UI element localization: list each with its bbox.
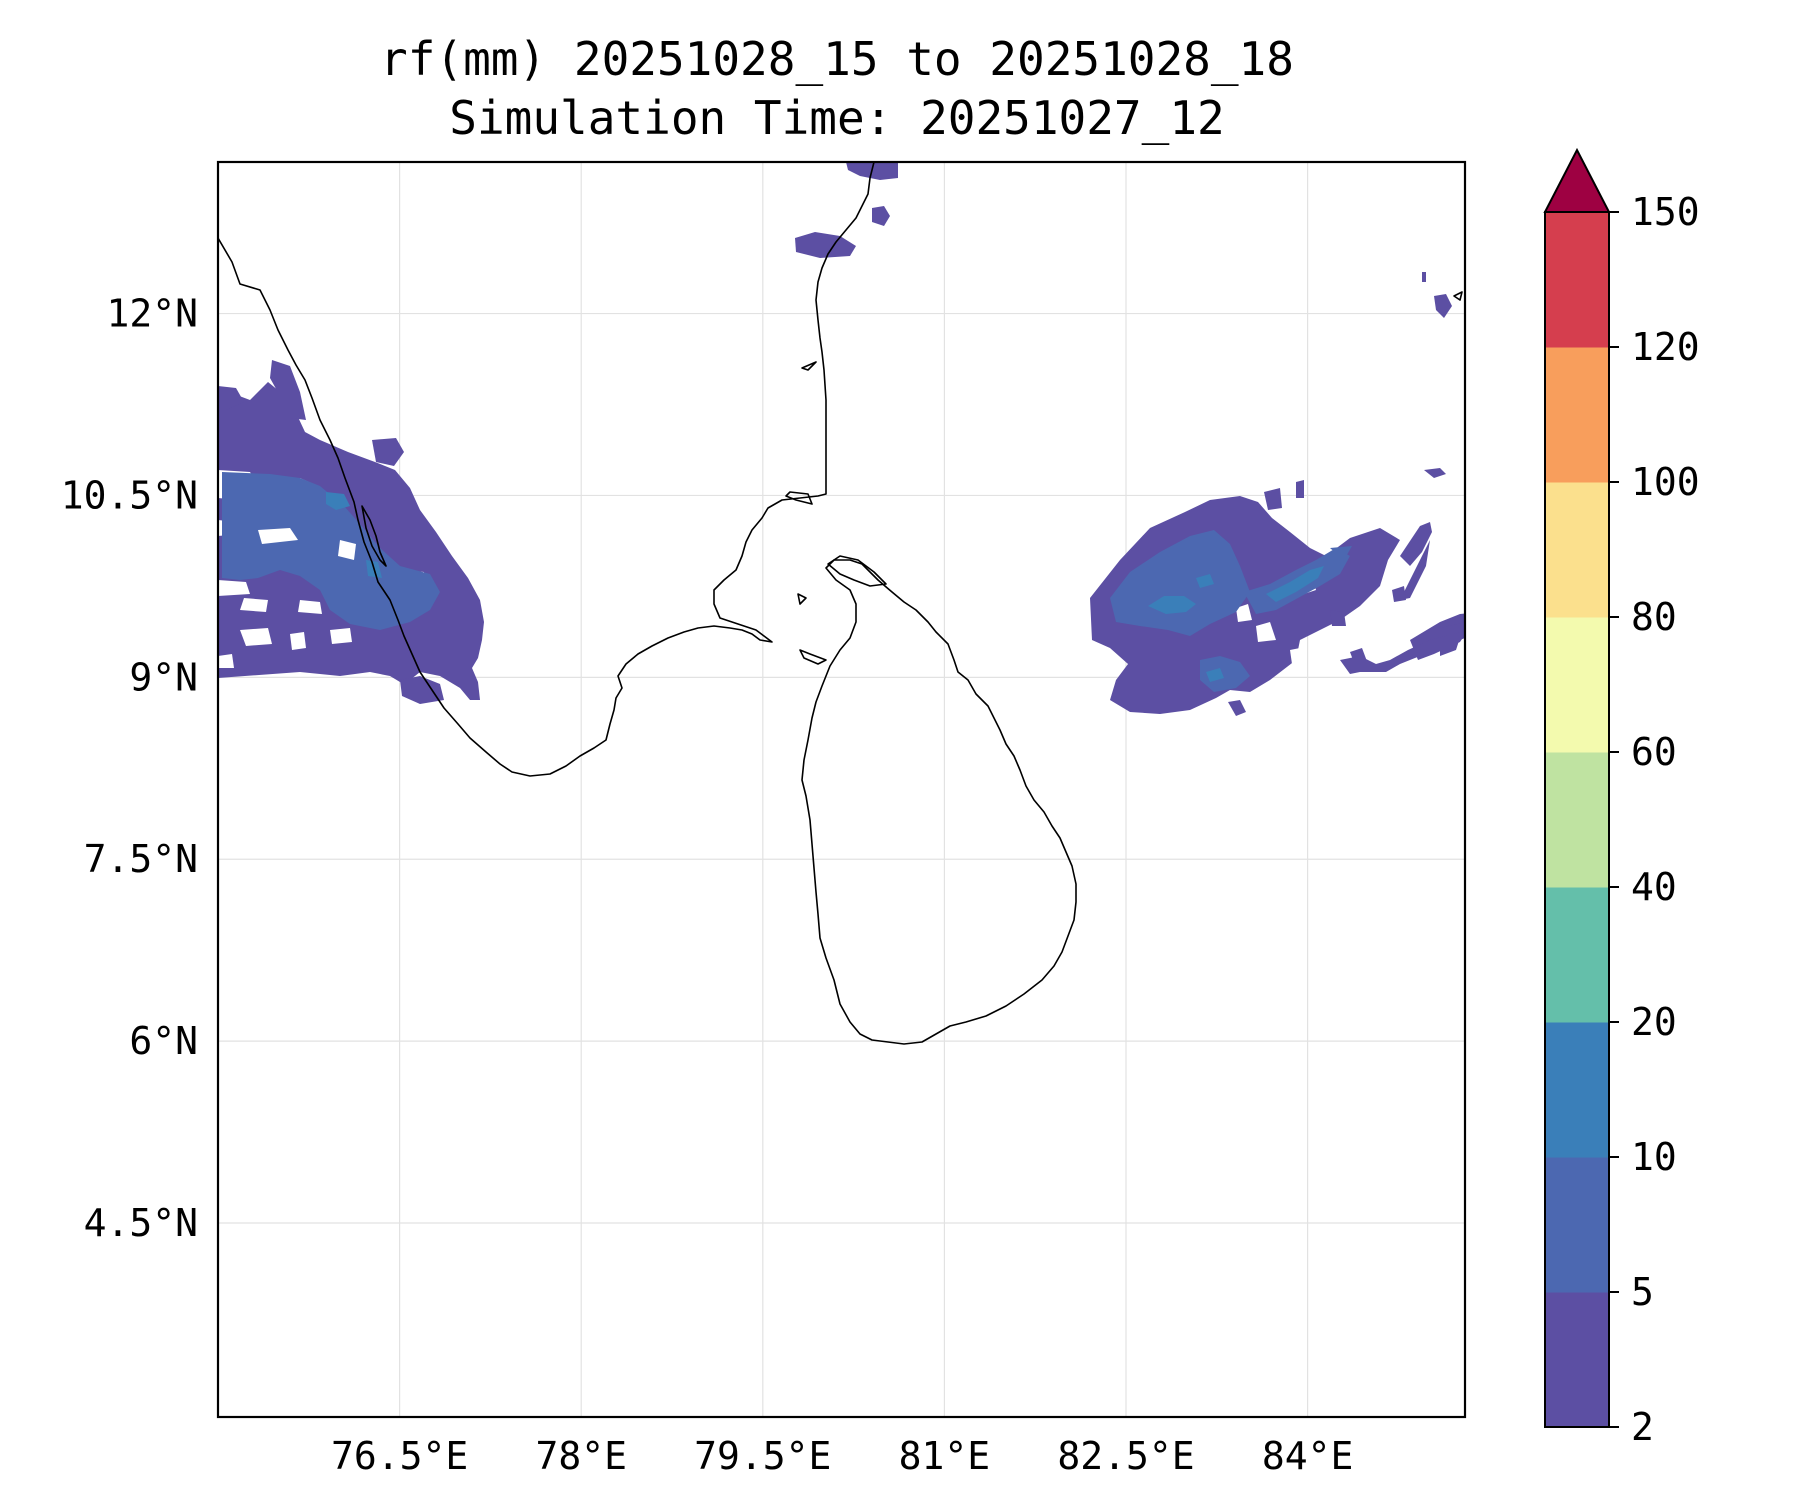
rain-area-bay-of-bengal [1090,272,1465,716]
lon-tick-label: 79.5°E [694,1434,831,1478]
coastlines [218,162,1463,1045]
colorbar-tick-label: 80 [1631,595,1677,639]
coastline-jaffna [827,555,887,587]
colorbar-tick-label: 5 [1631,1270,1654,1314]
rain-area-north [795,162,898,258]
map-panel: 76.5°E 78°E 79.5°E 81°E 82.5°E 84°E 12°N 10.5°… [61,160,1467,1478]
kerala-backwater [361,505,387,567]
colorbar-tick-label: 40 [1631,865,1677,909]
lat-tick-label: 9°N [129,655,198,699]
lon-tick-label: 82.5°E [1057,1434,1194,1478]
map-frame [216,160,1467,1419]
lon-tick-label: 78°E [535,1434,627,1478]
rainfall-layer [218,162,1465,716]
colorbar-extend-arrow [1543,147,1611,213]
colorbar-tick-label: 20 [1631,1000,1677,1044]
colorbar: 2 5 10 20 40 60 80 100 120 150 [1543,147,1700,1449]
colorbar-segment [1545,752,1609,888]
colorbar-segment [1545,887,1609,1023]
lat-tick-label: 7.5°N [84,837,198,881]
coastline-india-inlet [785,491,813,505]
coastline-india-bay [1453,291,1463,301]
colorbar-tick-labels: 2 5 10 20 40 60 80 100 120 150 [1609,190,1700,1449]
colorbar-segment [1545,212,1609,348]
lon-tick-label: 84°E [1262,1434,1354,1478]
colorbar-frame [1544,211,1610,1428]
colorbar-tick-label: 10 [1631,1135,1677,1179]
latitude-tick-labels: 12°N 10.5°N 9°N 7.5°N 6°N 4.5°N [61,292,198,1245]
title-line-2: Simulation Time: 20251027_12 [449,91,1224,145]
colorbar-segment [1545,617,1609,753]
lat-tick-label: 4.5°N [84,1201,198,1245]
rain-area-kerala [218,360,484,704]
colorbar-segment [1545,1022,1609,1158]
coastline-sri-lanka [801,559,1077,1045]
longitude-tick-labels: 76.5°E 78°E 79.5°E 81°E 82.5°E 84°E [331,1434,1353,1478]
gridlines [218,162,1465,1417]
colorbar-segments [1543,147,1611,1428]
colorbar-tick-label: 150 [1631,190,1700,234]
lat-tick-label: 10.5°N [61,473,198,517]
colorbar-tick-label: 60 [1631,730,1677,774]
colorbar-tick-label: 100 [1631,460,1700,504]
colorbar-tick-label: 120 [1631,325,1700,369]
coastline-india-inlet-2 [801,361,817,371]
colorbar-segment [1545,1157,1609,1293]
lon-tick-label: 76.5°E [331,1434,468,1478]
lat-tick-label: 12°N [106,292,198,336]
island-jaffna-small [797,593,807,605]
colorbar-segment [1545,482,1609,618]
lon-tick-label: 81°E [899,1434,991,1478]
lat-tick-label: 6°N [129,1019,198,1063]
coastline-india [218,162,875,777]
colorbar-tick-label: 2 [1631,1405,1654,1449]
colorbar-segment [1545,1292,1609,1428]
title-line-1: rf(mm) 20251028_15 to 20251028_18 [380,32,1294,86]
island-mannar [799,649,827,665]
colorbar-segment [1545,347,1609,483]
